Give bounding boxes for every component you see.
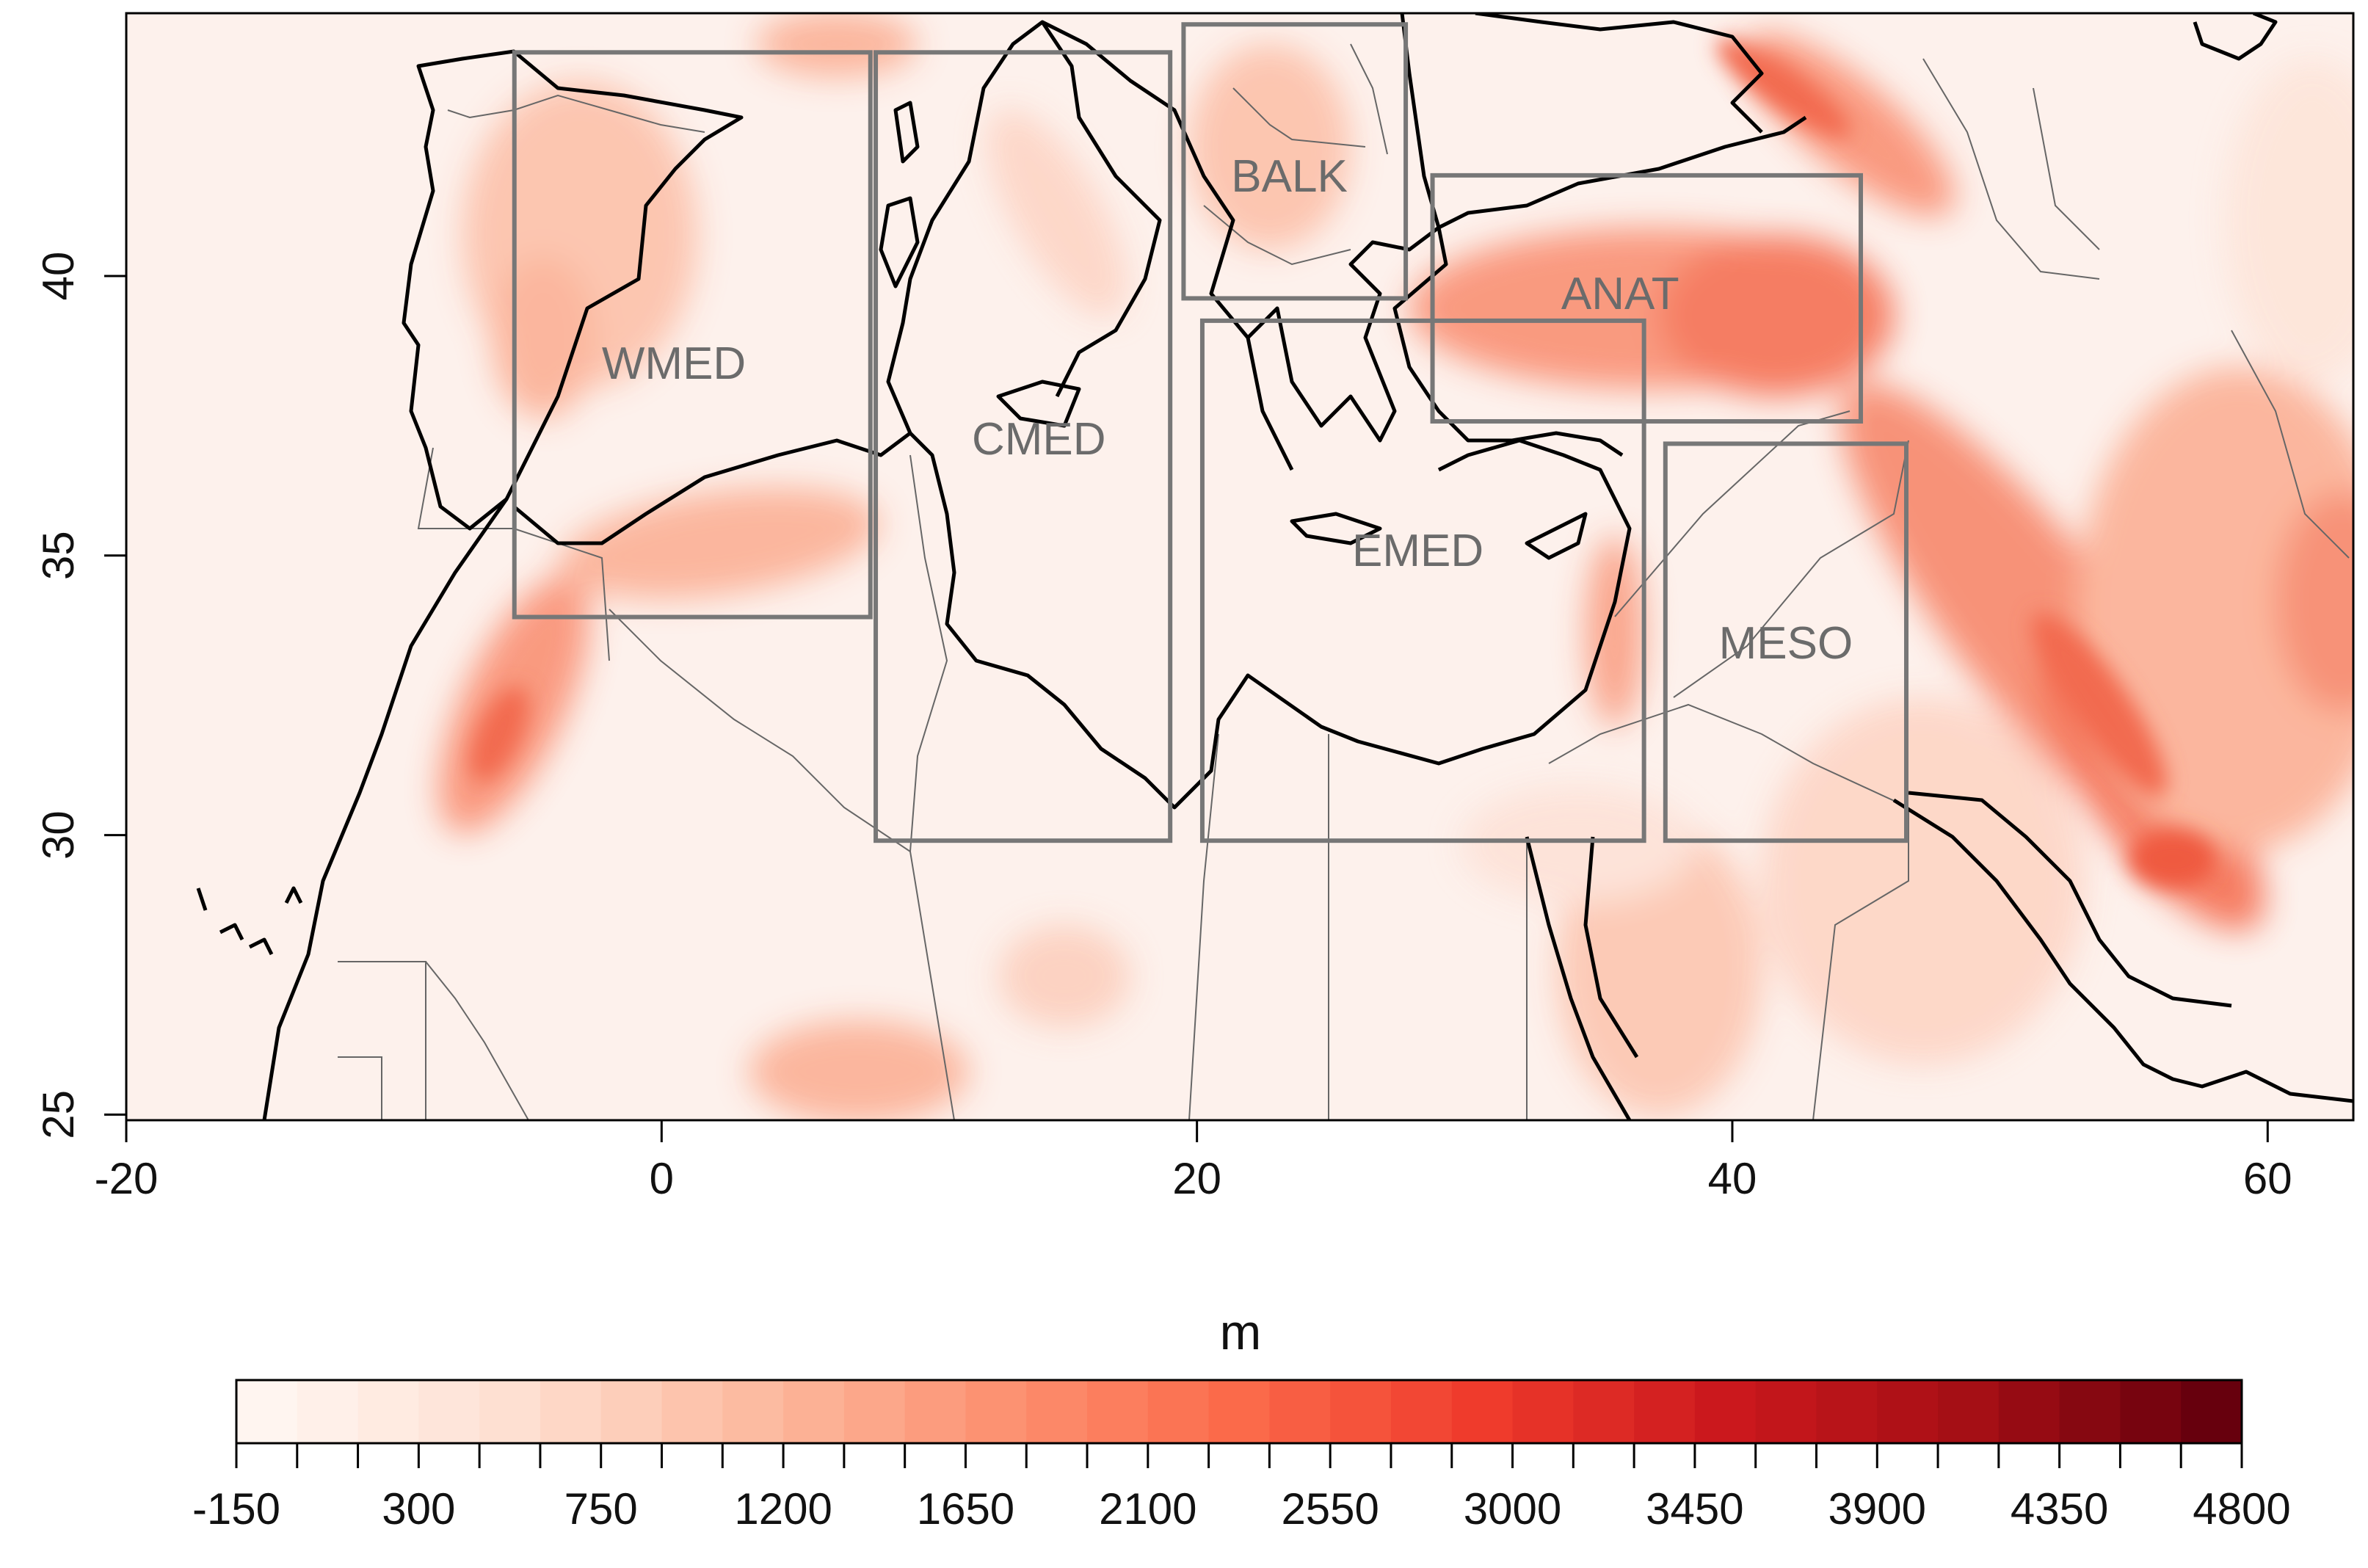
region-label: BALK (1231, 151, 1348, 202)
region-box (1181, 22, 1409, 301)
colorbar-bin (1877, 1380, 1939, 1443)
colorbar-bin (1755, 1380, 1817, 1443)
colorbar-tick-label: 3900 (1828, 1484, 1926, 1533)
colorbar-tick-label: 1200 (734, 1484, 832, 1533)
colorbar-bin (2059, 1380, 2121, 1443)
colorbar-bin (1512, 1380, 1574, 1443)
map-panel (125, 12, 2355, 1122)
region-balk: BALK (1181, 22, 1409, 301)
colorbar-bin (2120, 1380, 2182, 1443)
region-box (1199, 318, 1646, 843)
colorbar-tick-label: 2550 (1281, 1484, 1379, 1533)
colorbar-ticks: -150 300 750 1200 1650 2100 2550 3000 3450 3900 43… (192, 1443, 2291, 1533)
colorbar-bin (965, 1380, 1027, 1443)
colorbar-tick-label: -150 (192, 1484, 280, 1533)
colorbar-unit-label: m (1220, 1304, 1262, 1360)
colorbar-bin (600, 1380, 663, 1443)
region-meso: MESO (1663, 441, 1909, 843)
y-tick-label: 40 (34, 252, 83, 301)
colorbar-bin (1938, 1380, 2000, 1443)
y-tick-label: 25 (34, 1090, 83, 1139)
colorbar-bin (843, 1380, 906, 1443)
colorbar-bin (1330, 1380, 1392, 1443)
colorbar-tick-label: 4800 (2193, 1484, 2290, 1533)
colorbar-bin (1026, 1380, 1088, 1443)
colorbar-bin (479, 1380, 541, 1443)
colorbar-tick-label: 4350 (2011, 1484, 2108, 1533)
colorbar-bin (783, 1380, 845, 1443)
colorbar-bins (236, 1380, 2242, 1443)
colorbar-bin (661, 1380, 723, 1443)
region-box (1430, 173, 1864, 424)
x-tick-label: -20 (95, 1154, 159, 1203)
colorbar-bin (1208, 1380, 1270, 1443)
colorbar-frame (235, 1379, 2243, 1445)
colorbar-bin (418, 1380, 480, 1443)
region-box (874, 50, 1173, 843)
region-cmed: CMED (874, 50, 1173, 843)
colorbar-bin (357, 1380, 419, 1443)
x-tick-label: 20 (1172, 1154, 1221, 1203)
colorbar-bin (236, 1380, 298, 1443)
region-label: EMED (1352, 526, 1483, 576)
colorbar-bin (1634, 1380, 1696, 1443)
region-label: WMED (602, 338, 746, 389)
region-label: MESO (1719, 618, 1853, 669)
region-boxes: WMED CMED BALK ANAT EMED MESO (512, 22, 1909, 843)
colorbar-bin (1147, 1380, 1210, 1443)
colorbar-tick-label: 3450 (1646, 1484, 1743, 1533)
colorbar-bin (1694, 1380, 1757, 1443)
colorbar-bin (1816, 1380, 1878, 1443)
x-tick-label: 60 (2243, 1154, 2292, 1203)
region-wmed: WMED (512, 50, 873, 620)
colorbar-tick-label: 750 (564, 1484, 638, 1533)
map-axes: -20 0 20 40 60 25 30 35 40 (34, 252, 2292, 1203)
y-tick-label: 30 (34, 810, 83, 860)
colorbar-bin (1573, 1380, 1635, 1443)
region-box (512, 50, 873, 620)
colorbar-bin (540, 1380, 602, 1443)
colorbar-bin (904, 1380, 966, 1443)
colorbar-bin (1998, 1380, 2060, 1443)
y-tick-label: 35 (34, 531, 83, 580)
colorbar-tick-label: 300 (382, 1484, 455, 1533)
colorbar-tick-label: 3000 (1464, 1484, 1561, 1533)
colorbar-bin (1269, 1380, 1331, 1443)
colorbar-bin (1390, 1380, 1453, 1443)
region-label: ANAT (1561, 269, 1679, 319)
region-label: CMED (972, 414, 1106, 465)
colorbar-tick-label: 2100 (1099, 1484, 1196, 1533)
colorbar-bin (1451, 1380, 1514, 1443)
colorbar-bin (2181, 1380, 2242, 1443)
colorbar: m -150 300 750 1200 1650 2100 2550 3000 3450 3900… (192, 1304, 2291, 1533)
colorbar-tick-label: 1650 (917, 1484, 1014, 1533)
region-emed: EMED (1199, 318, 1646, 843)
elevation-field (438, 13, 2353, 1120)
x-tick-label: 40 (1708, 1154, 1757, 1203)
x-tick-label: 0 (650, 1154, 674, 1203)
region-anat: ANAT (1430, 173, 1864, 424)
colorbar-bin (722, 1380, 784, 1443)
colorbar-bin (1087, 1380, 1149, 1443)
colorbar-bin (297, 1380, 359, 1443)
region-box (1663, 441, 1909, 843)
